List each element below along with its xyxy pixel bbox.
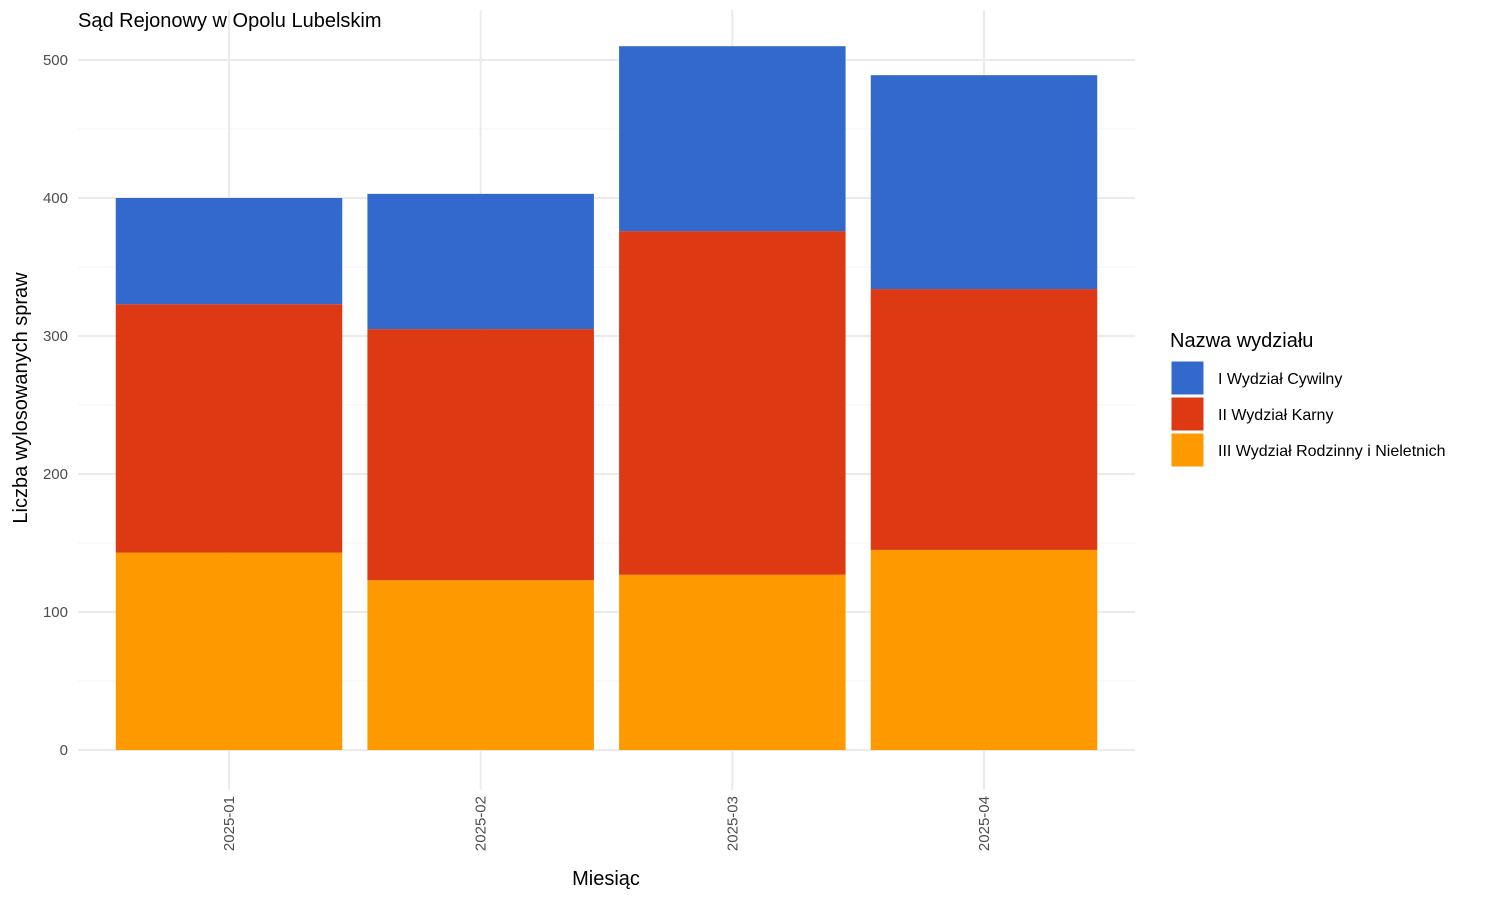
y-tick-label: 300 <box>43 328 68 345</box>
legend-label: I Wydział Cywilny <box>1218 371 1342 388</box>
bar-segment <box>870 549 1098 750</box>
chart-title: Sąd Rejonowy w Opolu Lubelskim <box>78 10 382 32</box>
legend: Nazwa wydziału I Wydział Cywilny II Wydzi… <box>1170 330 1446 468</box>
bar-segment <box>619 231 846 575</box>
x-tick-label: 2025-04 <box>976 796 993 851</box>
legend-label: II Wydział Karny <box>1218 407 1333 424</box>
legend-swatch <box>1170 360 1205 396</box>
bars <box>115 46 1098 750</box>
bar-segment <box>115 552 343 750</box>
y-tick-label: 100 <box>43 604 68 621</box>
y-axis-ticks: 0 100 200 300 400 500 <box>43 52 68 759</box>
x-tick-label: 2025-03 <box>724 796 741 851</box>
x-axis-title: Miesiąc <box>572 868 640 890</box>
x-axis-ticks: 2025-01 2025-02 2025-03 2025-04 <box>221 796 993 851</box>
bar-segment <box>367 193 594 330</box>
legend-swatch <box>1170 396 1205 432</box>
legend-swatch <box>1170 432 1205 468</box>
y-tick-label: 200 <box>43 466 68 483</box>
x-tick-label: 2025-02 <box>473 796 490 851</box>
x-tick-label: 2025-01 <box>221 796 238 851</box>
y-tick-label: 400 <box>43 190 68 207</box>
y-tick-label: 0 <box>60 742 68 759</box>
bar-segment <box>115 304 343 553</box>
legend-title: Nazwa wydziału <box>1170 330 1313 352</box>
bar-segment <box>367 329 594 581</box>
legend-label: III Wydział Rodzinny i Nieletnich <box>1218 443 1446 460</box>
bar-segment <box>870 75 1098 290</box>
y-tick-label: 500 <box>43 52 68 69</box>
bar-segment <box>619 574 846 750</box>
bar-segment <box>870 289 1098 550</box>
bar-segment <box>367 580 594 750</box>
bar-segment <box>619 46 846 232</box>
y-axis-title: Liczba wylosowanych spraw <box>10 272 32 524</box>
bar-segment <box>115 198 343 305</box>
